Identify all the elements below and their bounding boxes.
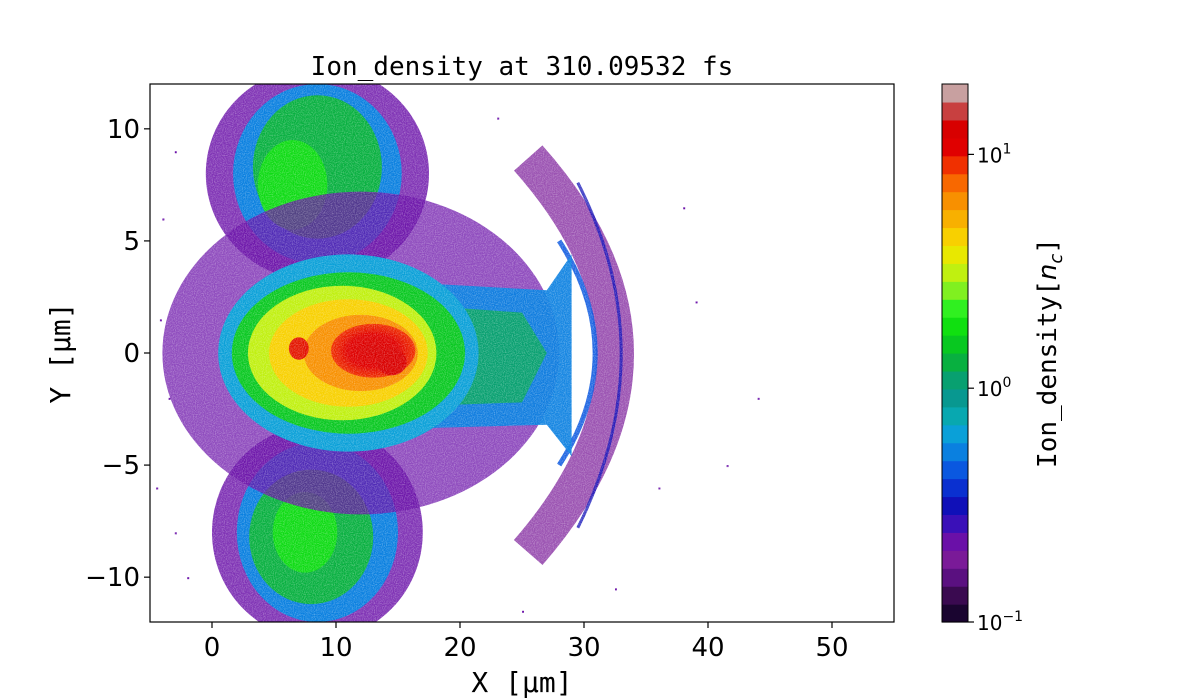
colorbar-frame [941, 83, 969, 623]
colorbar-segment [942, 568, 968, 587]
speckle-overlay [150, 84, 894, 622]
colorbar-segment [942, 317, 968, 336]
colorbar-segment [942, 209, 968, 229]
colorbar-label-sub: c [1046, 254, 1067, 264]
plot-area [149, 83, 895, 623]
colorbar-segment [942, 478, 968, 498]
colorbar-segment [942, 281, 968, 300]
chart-title: Ion_density at 310.09532 fs [311, 52, 734, 82]
colorbar-segment [942, 191, 968, 211]
colorbar-segment [942, 424, 968, 444]
colorbar-label-var: n [1033, 264, 1063, 280]
colorbar-label-close: ] [1033, 238, 1063, 254]
y-tick-label: −5 [102, 451, 140, 481]
colorbar-segment [942, 173, 968, 193]
colorbar-tick-label: 10−1 [977, 609, 1023, 635]
colorbar-segment [942, 442, 968, 462]
x-tick-label: 30 [567, 633, 600, 663]
colorbar-segment [942, 299, 968, 318]
colorbar-segment [942, 604, 968, 623]
colorbar-label-main: Ion_density[ [1033, 280, 1063, 468]
colorbar-segment [942, 101, 968, 121]
colorbar-segment [942, 406, 968, 426]
colorbar-segment [942, 532, 968, 551]
y-axis-label: Y [μm] [44, 302, 77, 403]
x-tick-label: 0 [204, 633, 221, 663]
x-axis: 0 10 20 30 40 50 [204, 622, 849, 663]
x-tick-label: 40 [691, 633, 724, 663]
x-tick-label: 50 [815, 633, 848, 663]
colorbar-tick-label: 101 [977, 141, 1011, 167]
x-tick-label: 10 [319, 633, 352, 663]
colorbar-tick-label: 100 [977, 375, 1011, 401]
colorbar-segment [942, 335, 968, 354]
y-tick-label: 5 [123, 227, 140, 257]
colorbar-segment [942, 496, 968, 515]
colorbar-ticks: 101 100 10−1 [968, 141, 1023, 635]
y-tick-label: 10 [107, 115, 140, 145]
y-axis: 10 5 0 −5 −10 [85, 115, 150, 593]
colorbar-segment [942, 370, 968, 390]
x-axis-label: X [μm] [471, 666, 572, 699]
colorbar-segment [942, 119, 968, 139]
colorbar-segment [942, 155, 968, 175]
colorbar-segment [942, 586, 968, 605]
colorbar-segment [942, 245, 968, 264]
y-tick-label: 0 [123, 339, 140, 369]
colorbar-segment [942, 263, 968, 282]
colorbar [941, 83, 969, 623]
y-axis-label-text: Y [μm] [44, 302, 77, 403]
colorbar-segment [942, 514, 968, 533]
colorbar-segment [942, 460, 968, 480]
x-axis-label-text: X [μm] [471, 666, 572, 699]
colorbar-segment [942, 353, 968, 372]
colorbar-segment [942, 84, 968, 103]
colorbar-segment [942, 550, 968, 569]
y-tick-label: −10 [85, 563, 140, 593]
colorbar-label: Ion_density[nc] [1033, 238, 1067, 468]
colorbar-segment [942, 227, 968, 246]
colorbar-segment [942, 137, 968, 157]
x-tick-label: 20 [443, 633, 476, 663]
colorbar-segment [942, 388, 968, 408]
